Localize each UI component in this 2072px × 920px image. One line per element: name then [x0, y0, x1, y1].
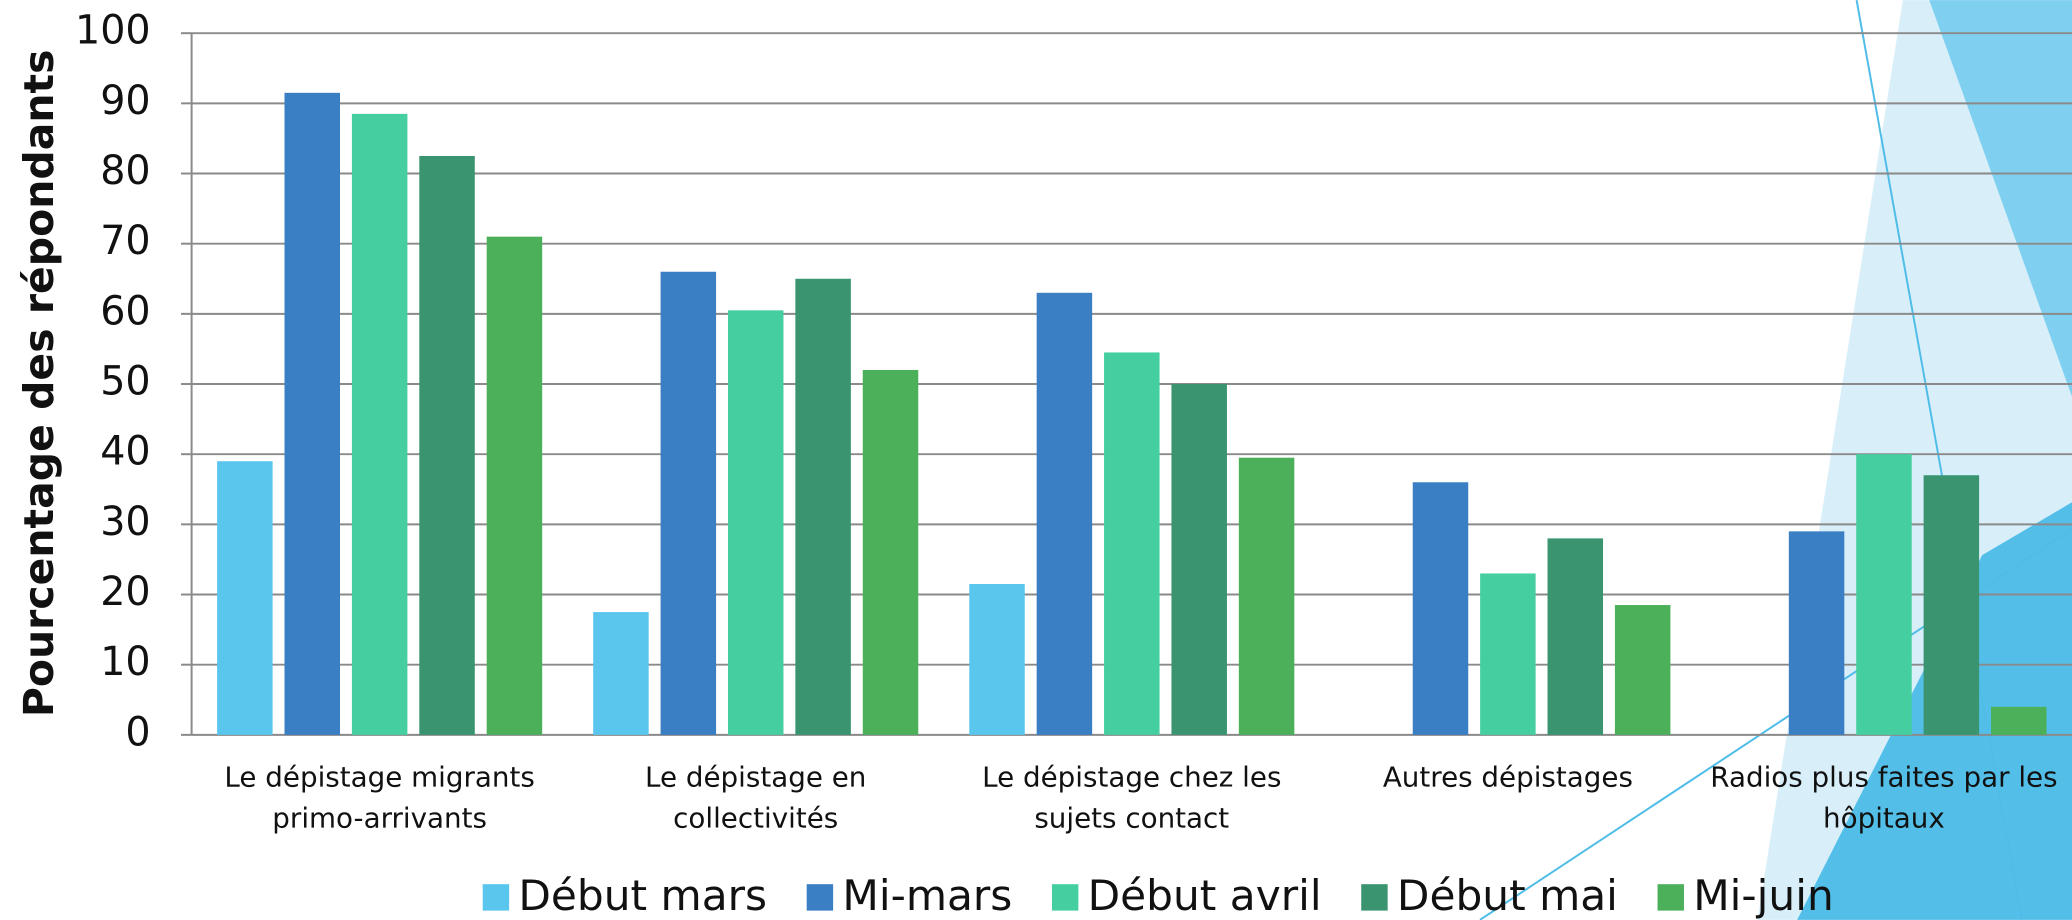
bar [1413, 482, 1469, 735]
y-tick-label: 100 [75, 8, 151, 54]
bar [487, 237, 543, 735]
bar [1924, 475, 1980, 735]
legend-label: Début mai [1397, 871, 1618, 920]
page: {"chart_data": {"type": "bar", "y_label"… [0, 0, 2072, 920]
bar [1991, 707, 2047, 735]
x-tick-label: Radios plus faites par les hôpitaux [1696, 757, 2072, 839]
legend-label: Début avril [1088, 871, 1322, 920]
bar [1171, 384, 1227, 735]
legend-label: Mi-mars [842, 871, 1012, 920]
y-tick-label: 60 [100, 288, 150, 334]
y-tick-label: 20 [100, 569, 150, 615]
x-tick-label: Autres dépistages [1320, 757, 1696, 798]
legend: Début mars Mi-mars Début avril Début mai Mi-… [483, 871, 1834, 920]
bar [1239, 458, 1295, 735]
legend-swatch [1658, 884, 1684, 910]
bar [352, 114, 408, 735]
y-tick-label: 30 [100, 499, 150, 545]
y-tick-label: 70 [100, 218, 150, 264]
bar [1548, 538, 1604, 734]
x-tick-label: Le dépistage migrants primo-arrivants [192, 757, 568, 839]
y-tick-label: 40 [100, 429, 150, 475]
legend-label: Mi-juin [1693, 871, 1834, 920]
bar [1480, 573, 1536, 734]
x-tick-label-box: Radios plus faites par les hôpitaux [1696, 757, 2072, 850]
x-tick-label-box: Autres dépistages [1320, 757, 1696, 850]
x-tick-label-box: Le dépistage chez les sujets contact [944, 757, 1320, 850]
bar [217, 461, 273, 735]
bar [969, 584, 1024, 735]
x-tick-label: Le dépistage chez les sujets contact [944, 757, 1320, 839]
legend-swatch [483, 884, 509, 910]
bar [1856, 454, 1912, 735]
bar [1104, 352, 1160, 734]
bar [285, 93, 340, 735]
y-axis-title: Pourcentage des répondants [15, 50, 63, 718]
bar [863, 370, 919, 735]
bar [1615, 605, 1671, 735]
bar [661, 272, 717, 735]
legend-swatch [1361, 884, 1387, 910]
x-tick-label-box: Le dépistage en collectivités [568, 757, 944, 850]
bar [419, 156, 475, 735]
bar [1037, 293, 1093, 735]
y-tick-label: 50 [100, 359, 150, 405]
bar [795, 279, 851, 735]
y-tick-label: 80 [100, 148, 150, 194]
x-tick-label-box: Le dépistage migrants primo-arrivants [192, 757, 568, 850]
y-tick-label: 10 [100, 639, 150, 685]
bar [593, 612, 649, 735]
bar [728, 310, 784, 735]
y-tick-label: 0 [125, 709, 150, 755]
legend-swatch [1052, 884, 1078, 910]
legend-swatch [807, 884, 833, 910]
chart: Pourcentage des répondants 0 10 20 30 40 50 60… [0, 0, 2072, 920]
bar [1789, 531, 1845, 734]
x-tick-label: Le dépistage en collectivités [568, 757, 944, 839]
y-tick-label: 90 [100, 78, 150, 124]
legend-label: Début mars [518, 871, 767, 920]
